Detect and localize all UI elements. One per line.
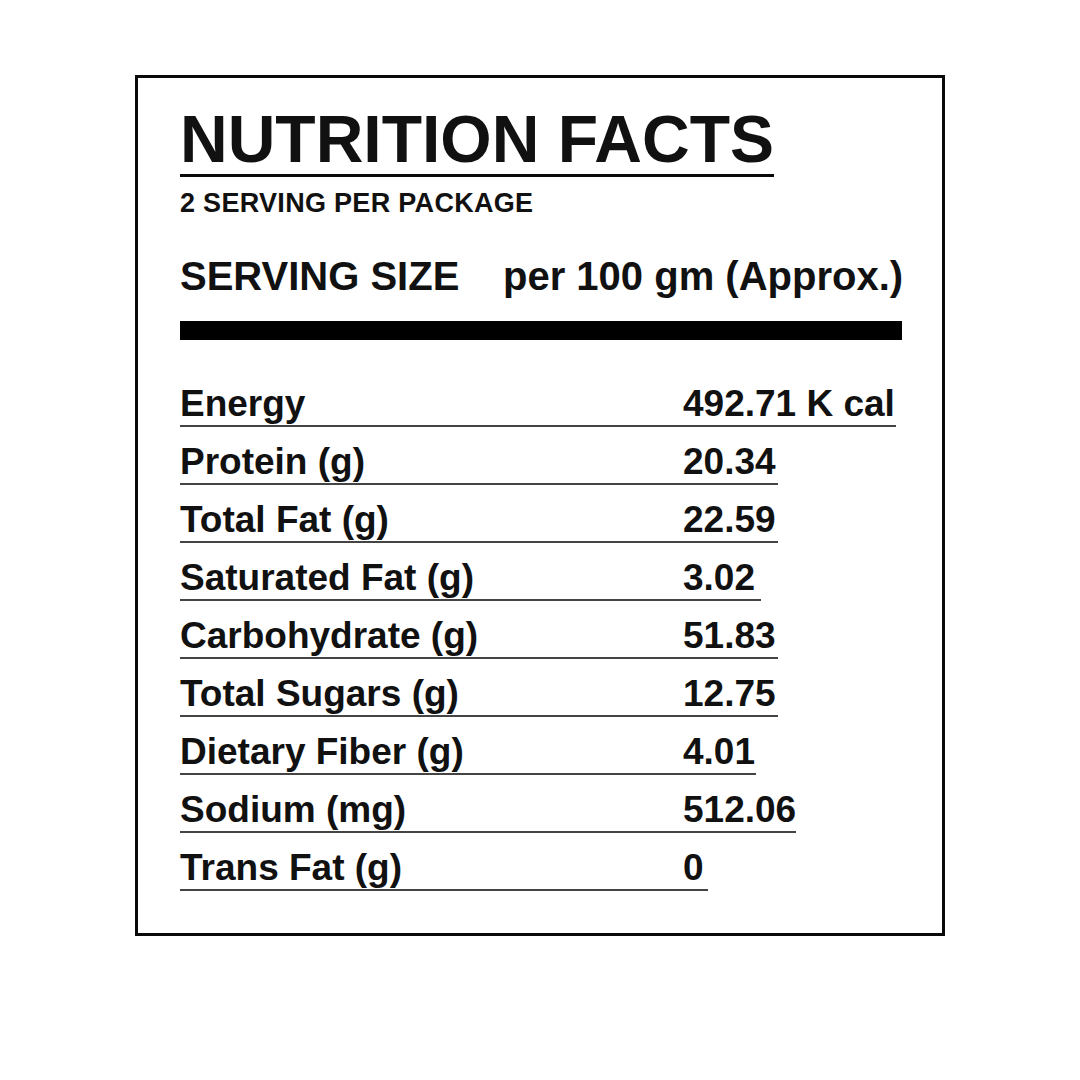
panel-title: NUTRITION FACTS [180,106,774,172]
serving-size-value: per 100 gm (Approx.) [503,256,903,296]
nutrient-label: Dietary Fiber (g) [180,733,464,770]
nutrient-value: 4.01 [683,733,755,770]
nutrient-value: 22.59 [683,501,776,538]
row-underline [180,889,708,891]
nutrient-row: Trans Fat (g) 0 [180,833,946,891]
serving-size-row: SERVING SIZE per 100 gm (Approx.) [180,256,910,298]
nutrient-row: Total Sugars (g) 12.75 [180,659,946,717]
nutrient-value: 3.02 [683,559,755,596]
nutrient-row: Dietary Fiber (g) 4.01 [180,717,946,775]
nutrient-table: Energy 492.71 K cal Protein (g) 20.34 To… [180,369,946,891]
nutrient-value: 512.06 [683,791,796,828]
nutrient-row: Energy 492.71 K cal [180,369,946,427]
nutrient-row: Sodium (mg) 512.06 [180,775,946,833]
nutrient-row: Saturated Fat (g) 3.02 [180,543,946,601]
nutrient-value: 12.75 [683,675,776,712]
nutrition-facts-panel: NUTRITION FACTS 2 SERVING PER PACKAGE SE… [135,75,945,936]
nutrient-value: 492.71 K cal [683,385,895,422]
nutrient-label: Trans Fat (g) [180,849,402,886]
nutrient-label: Energy [180,385,305,422]
nutrient-value: 0 [683,849,704,886]
nutrient-row: Protein (g) 20.34 [180,427,946,485]
serving-size-label: SERVING SIZE [180,256,459,296]
nutrient-label: Total Fat (g) [180,501,389,538]
nutrient-row: Carbohydrate (g) 51.83 [180,601,946,659]
nutrient-label: Sodium (mg) [180,791,406,828]
nutrient-row: Total Fat (g) 22.59 [180,485,946,543]
nutrient-label: Protein (g) [180,443,365,480]
nutrient-label: Saturated Fat (g) [180,559,474,596]
servings-per-package: 2 SERVING PER PACKAGE [180,190,533,217]
nutrient-label: Carbohydrate (g) [180,617,478,654]
divider-bar [180,321,902,340]
nutrient-label: Total Sugars (g) [180,675,459,712]
nutrient-value: 51.83 [683,617,776,654]
title-underline [180,174,774,177]
nutrient-value: 20.34 [683,443,776,480]
